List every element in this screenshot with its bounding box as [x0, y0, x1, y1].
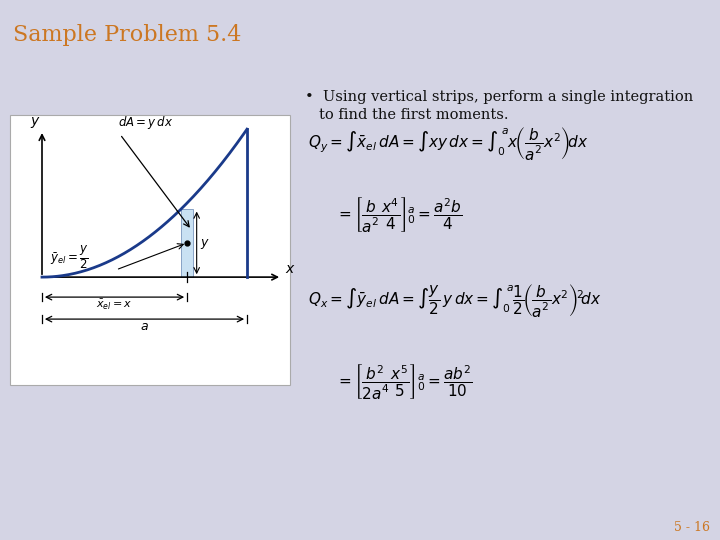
Text: 5 - 16: 5 - 16 — [674, 521, 710, 534]
Text: $dA = y\,dx$: $dA = y\,dx$ — [118, 114, 174, 131]
Polygon shape — [181, 208, 193, 277]
Text: Sample Problem 5.4: Sample Problem 5.4 — [13, 24, 241, 46]
Text: $\bar{x}_{el} = x$: $\bar{x}_{el} = x$ — [96, 298, 132, 312]
Text: x: x — [285, 262, 293, 276]
Text: $Q_y = \int \bar{x}_{el}\,dA = \int xy\,dx = \int_0^{\,a} x\!\left(\dfrac{b}{a^2: $Q_y = \int \bar{x}_{el}\,dA = \int xy\,… — [308, 125, 588, 162]
Text: $= \left[\dfrac{b}{a^2}\dfrac{x^4}{4}\right]_0^a = \dfrac{a^2b}{4}$: $= \left[\dfrac{b}{a^2}\dfrac{x^4}{4}\ri… — [336, 195, 462, 234]
Text: y: y — [30, 114, 38, 128]
Text: $\bar{y}_{el} = \dfrac{y}{2}$: $\bar{y}_{el} = \dfrac{y}{2}$ — [50, 245, 89, 271]
Text: $a$: $a$ — [140, 320, 149, 333]
Text: $Q_x = \int \bar{y}_{el}\,dA = \int\dfrac{y}{2}\,y\,dx = \int_0^{\,a}\dfrac{1}{2: $Q_x = \int \bar{y}_{el}\,dA = \int\dfra… — [308, 282, 602, 319]
Text: y: y — [201, 237, 208, 249]
Text: to find the first moments.: to find the first moments. — [319, 108, 508, 122]
FancyBboxPatch shape — [10, 115, 290, 385]
Text: •  Using vertical strips, perform a single integration: • Using vertical strips, perform a singl… — [305, 90, 693, 104]
Text: $= \left[\dfrac{b^2}{2a^4}\dfrac{x^5}{5}\right]_0^a = \dfrac{ab^2}{10}$: $= \left[\dfrac{b^2}{2a^4}\dfrac{x^5}{5}… — [336, 362, 472, 401]
